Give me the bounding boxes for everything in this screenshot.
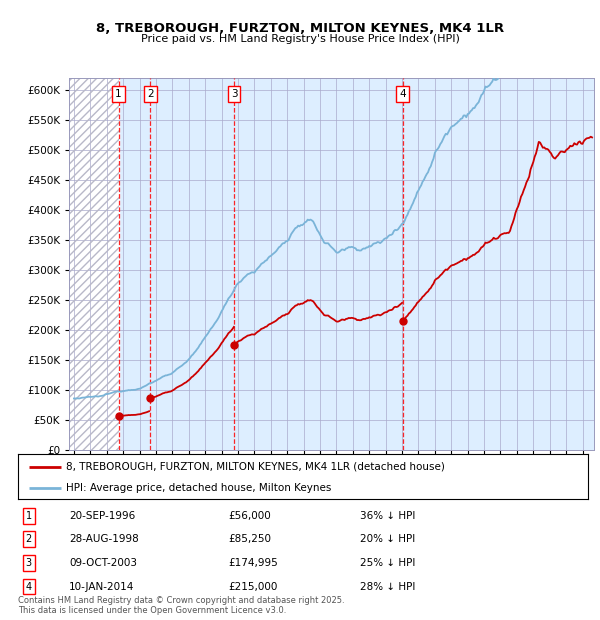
Text: 2: 2 — [147, 89, 154, 99]
Text: 1: 1 — [26, 511, 32, 521]
Text: 20-SEP-1996: 20-SEP-1996 — [69, 511, 135, 521]
Text: 36% ↓ HPI: 36% ↓ HPI — [360, 511, 415, 521]
Text: 20% ↓ HPI: 20% ↓ HPI — [360, 534, 415, 544]
Text: £215,000: £215,000 — [228, 582, 277, 591]
Text: Price paid vs. HM Land Registry's House Price Index (HPI): Price paid vs. HM Land Registry's House … — [140, 34, 460, 44]
Text: 25% ↓ HPI: 25% ↓ HPI — [360, 558, 415, 568]
Text: 1: 1 — [115, 89, 122, 99]
Text: 28-AUG-1998: 28-AUG-1998 — [69, 534, 139, 544]
Text: 4: 4 — [399, 89, 406, 99]
Text: 2: 2 — [26, 534, 32, 544]
Text: 4: 4 — [26, 582, 32, 591]
Text: Contains HM Land Registry data © Crown copyright and database right 2025.
This d: Contains HM Land Registry data © Crown c… — [18, 596, 344, 615]
Bar — [69, 78, 119, 450]
Text: £56,000: £56,000 — [228, 511, 271, 521]
Bar — [69, 78, 119, 450]
Text: HPI: Average price, detached house, Milton Keynes: HPI: Average price, detached house, Milt… — [67, 483, 332, 493]
Text: 8, TREBOROUGH, FURZTON, MILTON KEYNES, MK4 1LR (detached house): 8, TREBOROUGH, FURZTON, MILTON KEYNES, M… — [67, 462, 445, 472]
Text: 10-JAN-2014: 10-JAN-2014 — [69, 582, 134, 591]
Text: 3: 3 — [26, 558, 32, 568]
Text: 09-OCT-2003: 09-OCT-2003 — [69, 558, 137, 568]
Text: £174,995: £174,995 — [228, 558, 278, 568]
Text: 8, TREBOROUGH, FURZTON, MILTON KEYNES, MK4 1LR: 8, TREBOROUGH, FURZTON, MILTON KEYNES, M… — [96, 22, 504, 35]
Text: £85,250: £85,250 — [228, 534, 271, 544]
Text: 28% ↓ HPI: 28% ↓ HPI — [360, 582, 415, 591]
Text: 3: 3 — [231, 89, 238, 99]
